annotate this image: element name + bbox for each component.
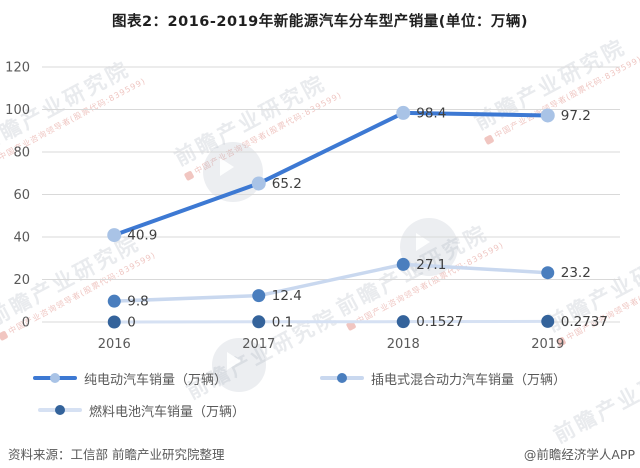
data-point-marker — [540, 108, 555, 123]
chart-title: 图表2：2016-2019年新能源汽车分车型产销量(单位：万辆) — [111, 14, 529, 30]
data-point-marker — [251, 176, 266, 191]
legend-marker-dot — [50, 373, 60, 383]
legend-line-symbol — [33, 373, 77, 383]
data-source-text: 资料来源：工信部 前瞻产业研究院整理 — [8, 447, 225, 462]
data-point-label: 27.1 — [416, 257, 446, 273]
plot-area: 0 20 40 60 80 100 120 2016 2017 2018 2019 40.9 65.2 9… — [5, 61, 620, 352]
watermark-text: 前瞻产业研究院 — [549, 347, 640, 448]
series-line — [112, 262, 550, 303]
credit-text: @前瞻经济学人APP — [523, 447, 635, 462]
y-axis-tick-label: 60 — [13, 188, 30, 203]
x-axis-tick-label: 2018 — [387, 337, 420, 352]
legend-item-plugin-hybrid: 插电式混合动力汽车销量（万辆） — [320, 371, 567, 388]
data-point-marker — [107, 228, 122, 243]
data-point-marker — [107, 294, 121, 308]
data-point-label: 9.8 — [127, 294, 148, 310]
legend-label: 纯电动汽车销量（万辆） — [84, 372, 228, 388]
y-axis-tick-label: 80 — [13, 146, 30, 161]
data-point-marker — [396, 315, 410, 329]
y-axis-tick-label: 0 — [22, 316, 30, 331]
data-point-marker — [396, 105, 411, 120]
data-point-label: 0 — [127, 315, 136, 331]
y-axis-tick-label: 20 — [13, 273, 30, 288]
legend-marker-dot — [55, 405, 65, 415]
data-point-marker — [541, 266, 555, 280]
x-axis-tick-label: 2017 — [242, 337, 275, 352]
legend-label: 燃料电池汽车销量（万辆） — [89, 404, 246, 420]
legend-label: 插电式混合动力汽车销量（万辆） — [371, 372, 567, 388]
data-point-label: 0.1527 — [416, 314, 463, 330]
data-point-label: 98.4 — [416, 105, 446, 121]
data-point-marker — [252, 289, 266, 303]
legend-line-symbol — [320, 373, 364, 383]
legend-marker-dot — [337, 373, 347, 383]
data-point-label: 40.9 — [127, 228, 157, 244]
y-axis-tick-label: 40 — [13, 231, 30, 246]
data-point-label: 23.2 — [561, 265, 591, 281]
legend-item-pure-ev: 纯电动汽车销量（万辆） — [33, 371, 228, 388]
x-axis-tick-label: 2019 — [531, 337, 564, 352]
data-point-label: 0.2737 — [561, 314, 608, 330]
data-point-marker — [107, 315, 121, 329]
x-axis-tick-label: 2016 — [98, 337, 131, 352]
data-point-marker — [252, 315, 266, 329]
data-point-label: 97.2 — [561, 108, 591, 124]
data-point-marker — [541, 314, 555, 328]
series-line — [112, 319, 550, 324]
data-point-label: 65.2 — [272, 176, 302, 192]
y-axis-tick-label: 100 — [5, 103, 30, 118]
y-axis-tick-label: 120 — [5, 61, 30, 76]
data-point-label: 12.4 — [272, 288, 302, 304]
legend-item-fuel-cell: 燃料电池汽车销量（万辆） — [38, 403, 246, 420]
data-point-marker — [396, 257, 410, 271]
series-line — [112, 110, 550, 238]
legend-line-symbol — [38, 405, 82, 415]
data-point-label: 0.1 — [272, 314, 293, 330]
